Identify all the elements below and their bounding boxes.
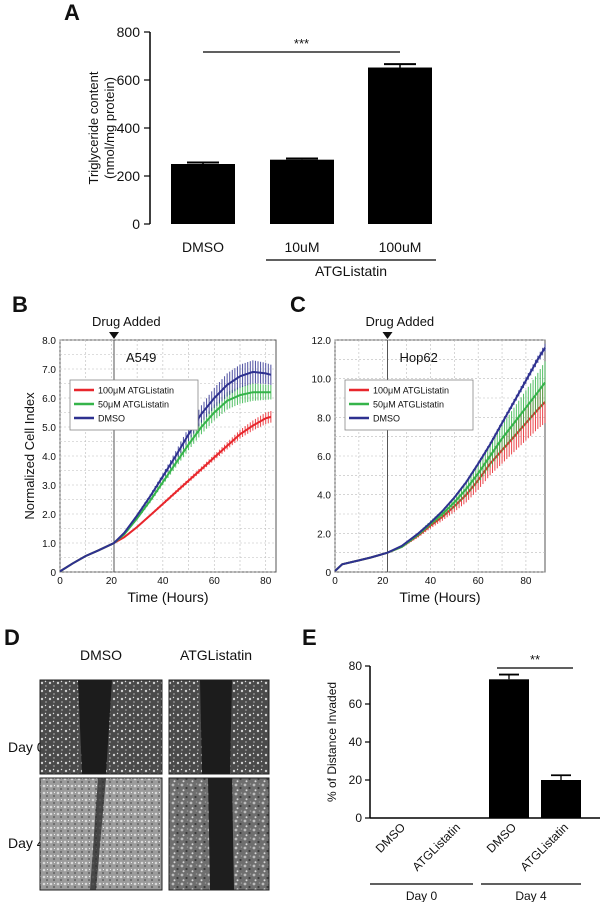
y-axis-label: Triglyceride content(nmol/mg protein) [86,71,117,184]
x-tick-label: 0 [332,576,338,587]
bar [368,67,432,225]
y-tick-label: 7.0 [42,365,56,376]
y-tick-label: 400 [117,120,141,136]
y-axis-label-line: Triglyceride content [86,71,101,184]
panel-letter-e: E [302,625,317,650]
y-tick-label: 40 [349,735,363,749]
bar [489,679,529,818]
x-tick-label: 0 [57,576,63,587]
y-tick-label: 1.0 [42,539,56,550]
micrograph-dmso-day0 [39,679,163,775]
series-line [334,347,546,572]
y-tick-label: 5.0 [42,423,56,434]
category-label: 100uM [379,239,422,255]
y-tick-label: 60 [349,697,363,711]
row-label-day4: Day 4 [8,835,45,851]
y-tick-label: 2.0 [317,529,331,540]
y-axis-label-line: (nmol/mg protein) [102,77,117,179]
y-tick-label: 80 [349,659,363,673]
legend-entry: DMSO [98,414,125,424]
x-tick-label: 20 [377,576,389,587]
micrograph-panel-d: DMSO ATGListatin Day 0 Day 4 [8,647,270,891]
col-label-atglistatin: ATGListatin [180,647,252,663]
y-tick-label: 4.0 [317,491,331,502]
category-label: ATGListatin [410,820,464,874]
bar [270,159,334,224]
category-label: DMSO [373,820,408,855]
chart-c-hop62-growth: 0 2.0 4.0 6.0 8.0 10.0 12.0 0 20 40 60 80 Time (Hour… [312,314,546,605]
chart-a-triglyceride-bars: 0 200 400 600 800 Triglyceride content(nmol/m… [86,24,436,279]
x-tick-label: 60 [473,576,485,587]
x-tick-label: 80 [260,576,272,587]
x-tick-label: 40 [425,576,437,587]
micrograph-dmso-day4 [39,777,163,891]
chart-b-a549-growth: 0 1.0 2.0 3.0 4.0 5.0 6.0 7.0 8.0 0 20 40 60 80 Time (… [22,314,277,605]
category-label: DMSO [182,239,224,255]
category-label: DMSO [484,820,519,855]
y-tick-label: 0 [325,568,331,579]
group-label: ATGListatin [315,263,387,279]
y-axis-label: % of Distance Invaded [325,682,339,802]
group-label: Day 0 [406,889,438,902]
drug-added-marker [382,332,393,339]
panel-letter-b: B [12,292,28,317]
x-tick-label: 20 [106,576,118,587]
series-group [334,343,546,572]
y-tick-label: 3.0 [42,481,56,492]
x-axis-label: Time (Hours) [127,589,208,605]
drug-added-label: Drug Added [366,314,435,329]
panel-letter-a: A [64,0,80,25]
y-tick-label: 8.0 [317,413,331,424]
x-axis-label: Time (Hours) [399,589,480,605]
row-label-day0: Day 0 [8,739,45,755]
y-tick-label: 600 [117,72,141,88]
y-tick-label: 4.0 [42,452,56,463]
y-tick-label: 0 [50,568,56,579]
legend-entry: 50μM ATGListatin [373,400,444,410]
group-label: Day 4 [515,889,547,902]
x-tick-label: 80 [520,576,532,587]
category-label: 10uM [284,239,319,255]
drug-added-marker [109,332,119,339]
y-tick-label: 20 [349,773,363,787]
series-line [59,370,272,573]
micrograph-atglistatin-day4 [168,777,270,891]
y-tick-label: 0 [355,811,362,825]
y-tick-label: 12.0 [312,336,332,347]
y-tick-label: 0 [132,216,140,232]
legend-entry: 100μM ATGListatin [98,386,174,396]
panel-letter-c: C [290,292,306,317]
y-tick-label: 6.0 [42,394,56,405]
category-label: ATGListatin [518,820,572,874]
y-tick-label: 200 [117,168,141,184]
x-tick-label: 40 [157,576,169,587]
y-tick-label: 8.0 [42,336,56,347]
panel-letter-d: D [4,625,20,650]
bar [171,164,235,224]
chart-title: A549 [126,350,156,365]
chart-title: Hop62 [400,350,438,365]
drug-added-label: Drug Added [92,314,161,329]
legend-entry: 50μM ATGListatin [98,400,169,410]
legend-entry: DMSO [373,414,400,424]
series-group [59,360,272,573]
x-tick-label: 60 [209,576,221,587]
y-tick-label: 800 [117,24,141,40]
y-tick-label: 2.0 [42,510,56,521]
legend-entry: 100μM ATGListatin [373,386,449,396]
bar [541,780,581,818]
col-label-dmso: DMSO [80,647,122,663]
significance-label: ** [530,652,540,667]
significance-label: *** [294,36,309,51]
series-group [334,361,546,572]
micrograph-atglistatin-day0 [168,679,270,775]
y-tick-label: 10.0 [312,375,332,386]
y-axis-label: Normalized Cell Index [22,392,37,520]
y-tick-label: 6.0 [317,452,331,463]
